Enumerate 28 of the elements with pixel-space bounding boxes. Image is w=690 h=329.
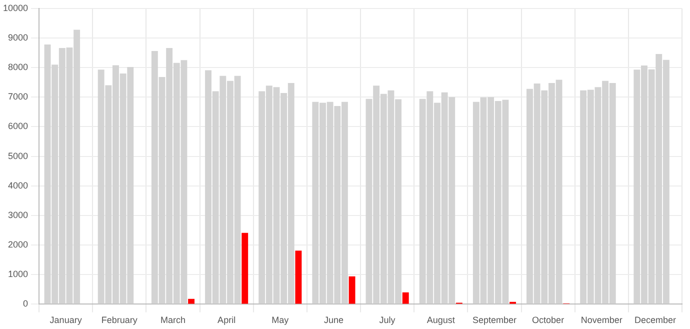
x-tick-label: August bbox=[426, 315, 456, 326]
bar bbox=[348, 276, 356, 304]
x-tick-label: December bbox=[634, 315, 676, 326]
y-tick-label: 8000 bbox=[8, 62, 28, 72]
bar bbox=[402, 292, 409, 304]
y-tick-label: 7000 bbox=[8, 92, 28, 102]
y-tick-label: 4000 bbox=[8, 180, 28, 190]
y-tick-label: 10000 bbox=[2, 2, 28, 13]
y-tick-label: 2000 bbox=[8, 240, 28, 250]
bar bbox=[295, 250, 302, 304]
x-tick-label: March bbox=[160, 315, 186, 326]
x-tick-label: April bbox=[218, 315, 236, 326]
x-tick-label: October bbox=[532, 315, 564, 326]
x-tick-label: February bbox=[101, 315, 138, 326]
x-tick-label: May bbox=[272, 315, 290, 326]
y-tick-label: 9000 bbox=[8, 32, 28, 42]
x-tick-label: January bbox=[50, 315, 82, 326]
y-tick-label: 0 bbox=[23, 298, 28, 309]
x-tick-label: September bbox=[472, 315, 516, 326]
bar bbox=[188, 298, 195, 304]
y-tick-label: 1000 bbox=[8, 269, 28, 280]
y-tick-label: 3000 bbox=[8, 210, 28, 220]
x-tick-label: July bbox=[379, 315, 396, 326]
x-tick-label: November bbox=[580, 315, 622, 326]
x-tick-label: June bbox=[324, 315, 344, 326]
y-tick-label: 5000 bbox=[8, 150, 28, 161]
y-tick-label: 6000 bbox=[8, 121, 28, 132]
bar bbox=[242, 232, 248, 304]
